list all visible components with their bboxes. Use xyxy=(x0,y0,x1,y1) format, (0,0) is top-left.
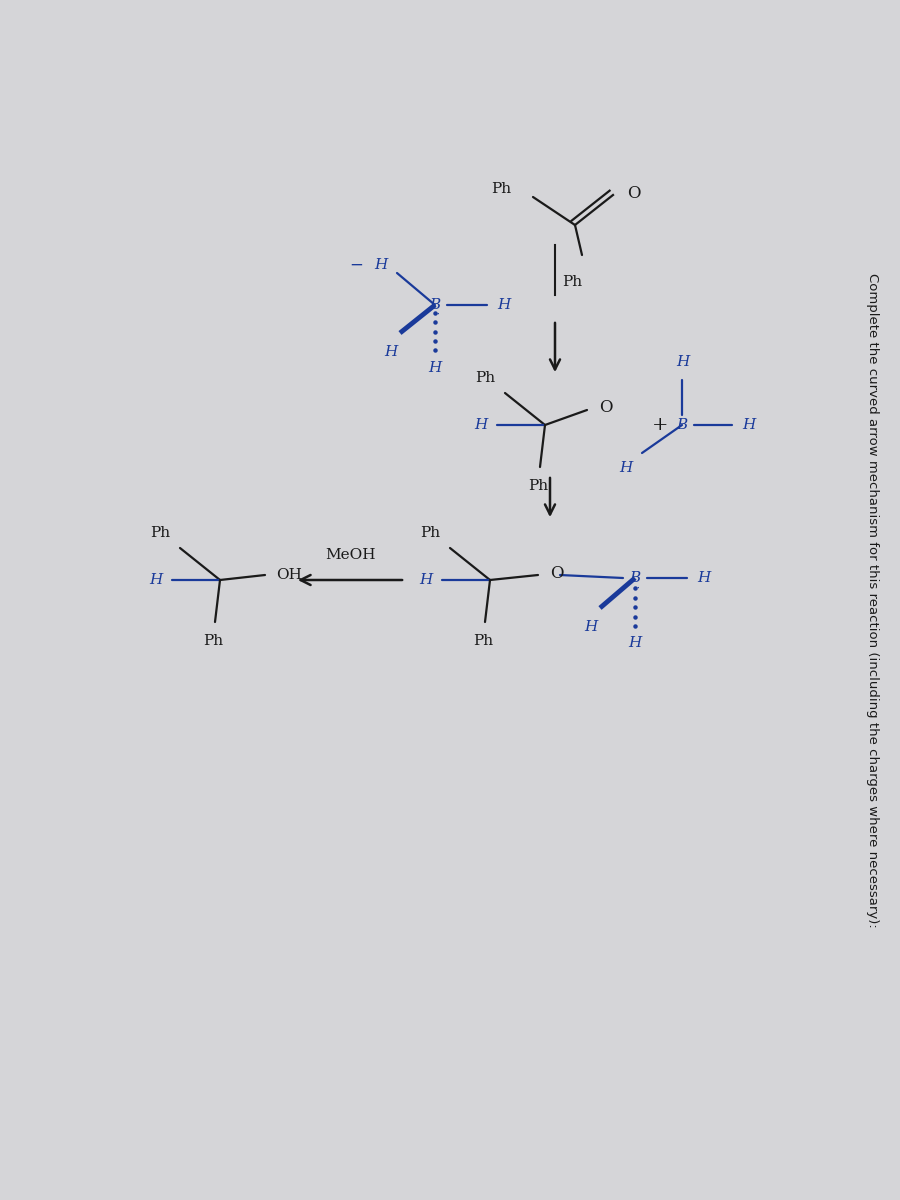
Text: Ph: Ph xyxy=(150,526,170,540)
Text: H: H xyxy=(428,361,442,374)
Text: Ph: Ph xyxy=(475,371,495,385)
Text: Ph: Ph xyxy=(202,634,223,648)
Text: H: H xyxy=(418,572,432,587)
Text: O: O xyxy=(599,398,613,415)
Text: B: B xyxy=(429,298,441,312)
Text: Ph: Ph xyxy=(491,182,511,196)
Text: ··: ·· xyxy=(434,310,440,320)
Text: H: H xyxy=(697,571,710,584)
Text: H: H xyxy=(384,346,398,359)
Text: H: H xyxy=(584,620,598,634)
Text: O: O xyxy=(627,185,641,202)
Text: Ph: Ph xyxy=(562,275,582,289)
Text: H: H xyxy=(473,418,487,432)
Text: H: H xyxy=(374,258,387,272)
Text: H: H xyxy=(148,572,162,587)
Text: H: H xyxy=(628,636,642,650)
Text: MeOH: MeOH xyxy=(325,548,375,562)
Text: Complete the curved arrow mechanism for this reaction (including the charges whe: Complete the curved arrow mechanism for … xyxy=(866,272,878,928)
Text: Ph: Ph xyxy=(472,634,493,648)
Text: H: H xyxy=(742,418,755,432)
Text: ··: ·· xyxy=(634,584,641,594)
Text: H: H xyxy=(497,298,510,312)
Text: +: + xyxy=(652,416,668,434)
Text: H: H xyxy=(619,461,632,475)
Text: OH: OH xyxy=(276,568,302,582)
Text: B: B xyxy=(629,571,641,584)
Text: −: − xyxy=(349,257,363,274)
Text: H: H xyxy=(677,355,689,370)
Text: O: O xyxy=(550,565,563,582)
Text: B: B xyxy=(677,418,688,432)
Text: Ph: Ph xyxy=(420,526,440,540)
Text: Ph: Ph xyxy=(528,479,548,493)
